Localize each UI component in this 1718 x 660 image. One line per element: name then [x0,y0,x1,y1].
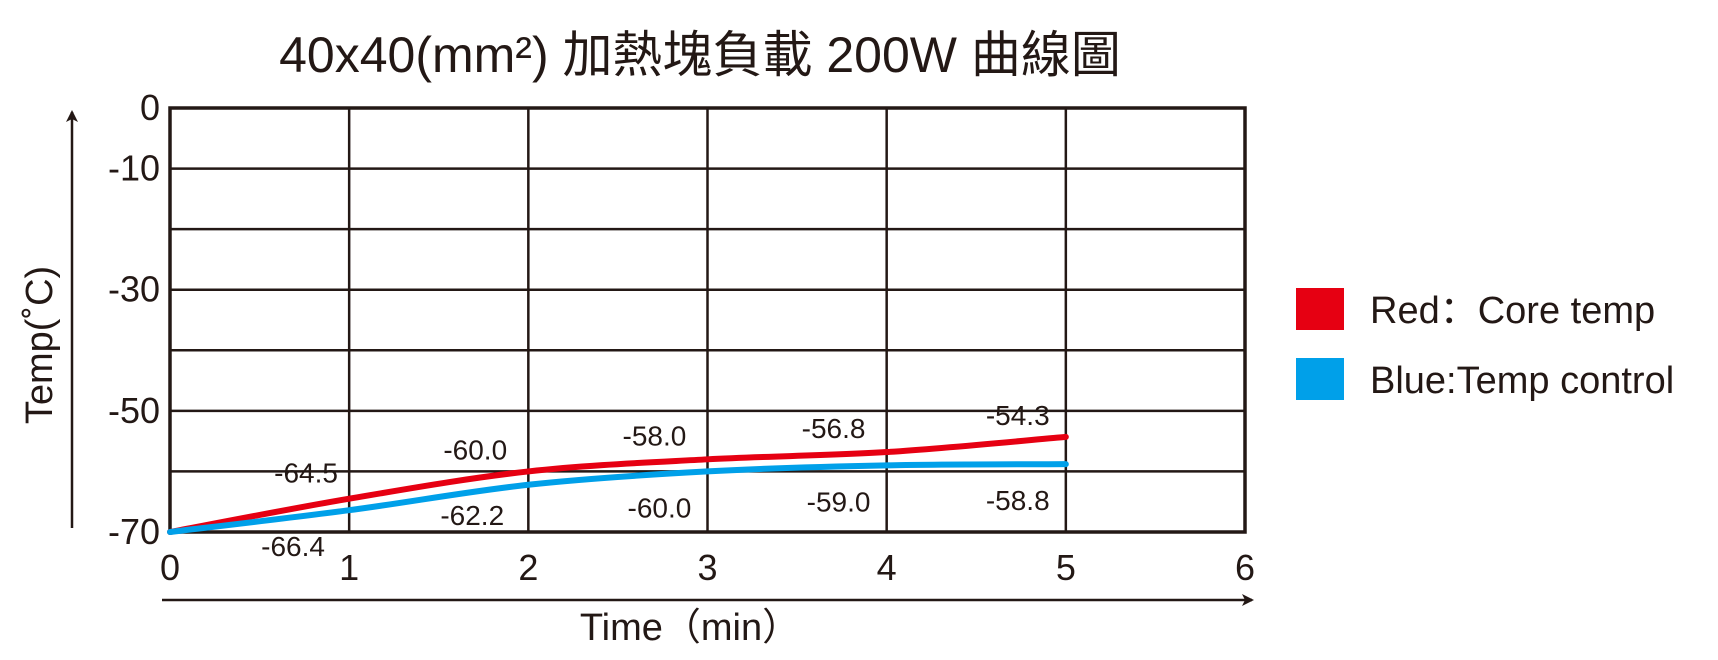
data-label: -60.0 [443,434,507,465]
x-tick-label: 0 [160,547,180,588]
data-label: -56.8 [802,413,866,444]
data-label: -66.4 [261,531,325,562]
x-tick-label: 1 [339,547,359,588]
data-label: -60.0 [628,492,692,523]
x-tick-label: 6 [1235,547,1255,588]
x-tick-label: 2 [518,547,538,588]
data-label: -59.0 [807,486,871,517]
legend-swatch [1296,358,1344,400]
data-label: -58.8 [986,485,1050,516]
series-line [167,433,1069,535]
chart-title: 40x40(mm²) 加熱塊負載 200W 曲線圖 [279,27,1121,83]
series-line [167,461,1069,535]
data-labels: -64.5 -60.0 -58.0 -56.8 -54.3 -66.4 -62.2 -60.0… [261,400,1049,562]
legend-label: Blue:Temp control [1370,360,1674,402]
y-tick-label: -30 [108,269,160,310]
legend-swatch [1296,288,1344,330]
data-label: -58.0 [623,420,687,451]
y-tick-label: 0 [140,87,160,128]
series-layer [167,433,1069,535]
y-tick-label: -10 [108,148,160,189]
x-tick-label: 5 [1056,547,1076,588]
data-label: -54.3 [986,400,1050,431]
axes [66,110,1254,606]
x-tick-label: 3 [697,547,717,588]
legend-label: Red：Core temp [1370,290,1655,332]
data-label: -64.5 [274,458,338,489]
legend: Red：Core temp Blue:Temp control [1296,288,1674,402]
tick-labels: 0 1 2 3 4 5 6 0 -10 -30 -50 -70 [108,87,1255,588]
x-tick-label: 4 [877,547,897,588]
y-axis-label: Temp(˚C) [19,266,61,424]
y-tick-label: -70 [108,511,160,552]
plot-frame [168,106,1247,534]
data-label: -62.2 [440,500,504,531]
y-tick-label: -50 [108,390,160,431]
x-axis-label: Time（min） [580,607,800,649]
